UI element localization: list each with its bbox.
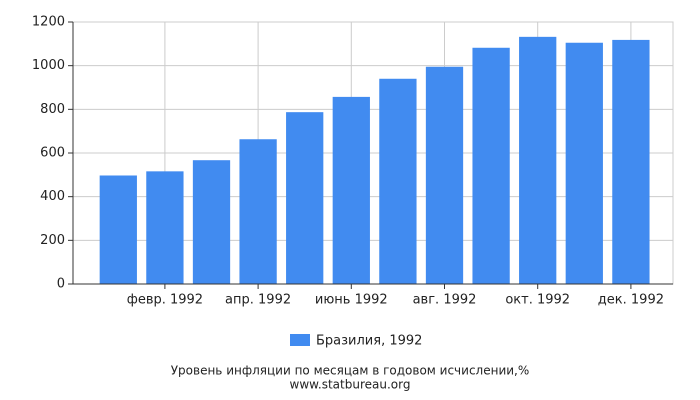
bar — [379, 78, 417, 285]
y-tick-label: 0 — [57, 277, 65, 292]
bar — [99, 175, 137, 284]
x-tick-label: окт. 1992 — [505, 293, 570, 308]
y-tick-label: 600 — [40, 146, 65, 161]
x-tick-label: апр. 1992 — [225, 293, 291, 308]
y-tick-label: 800 — [40, 102, 65, 117]
bar — [565, 42, 603, 284]
bar — [146, 171, 184, 284]
bar — [239, 139, 277, 284]
legend-label: Бразилия, 1992 — [316, 334, 422, 349]
x-tick-label: февр. 1992 — [127, 293, 203, 308]
y-tick-label: 1200 — [32, 15, 65, 30]
chart-source: www.statbureau.org — [290, 378, 411, 392]
x-tick-label: июнь 1992 — [315, 293, 388, 308]
y-tick-label: 400 — [40, 189, 65, 204]
y-tick-label: 1000 — [32, 58, 65, 73]
y-tick-label: 200 — [40, 233, 65, 248]
bar — [425, 66, 464, 284]
legend-swatch — [290, 334, 310, 346]
bar — [519, 36, 557, 285]
x-tick-label: авг. 1992 — [413, 293, 477, 308]
bar — [472, 47, 510, 284]
bar — [192, 160, 231, 284]
x-tick-label: дек. 1992 — [598, 293, 664, 308]
bar — [286, 112, 324, 285]
bar — [612, 39, 650, 284]
bar — [332, 96, 370, 284]
chart-caption: Уровень инфляции по месяцам в годовом ис… — [171, 364, 530, 378]
